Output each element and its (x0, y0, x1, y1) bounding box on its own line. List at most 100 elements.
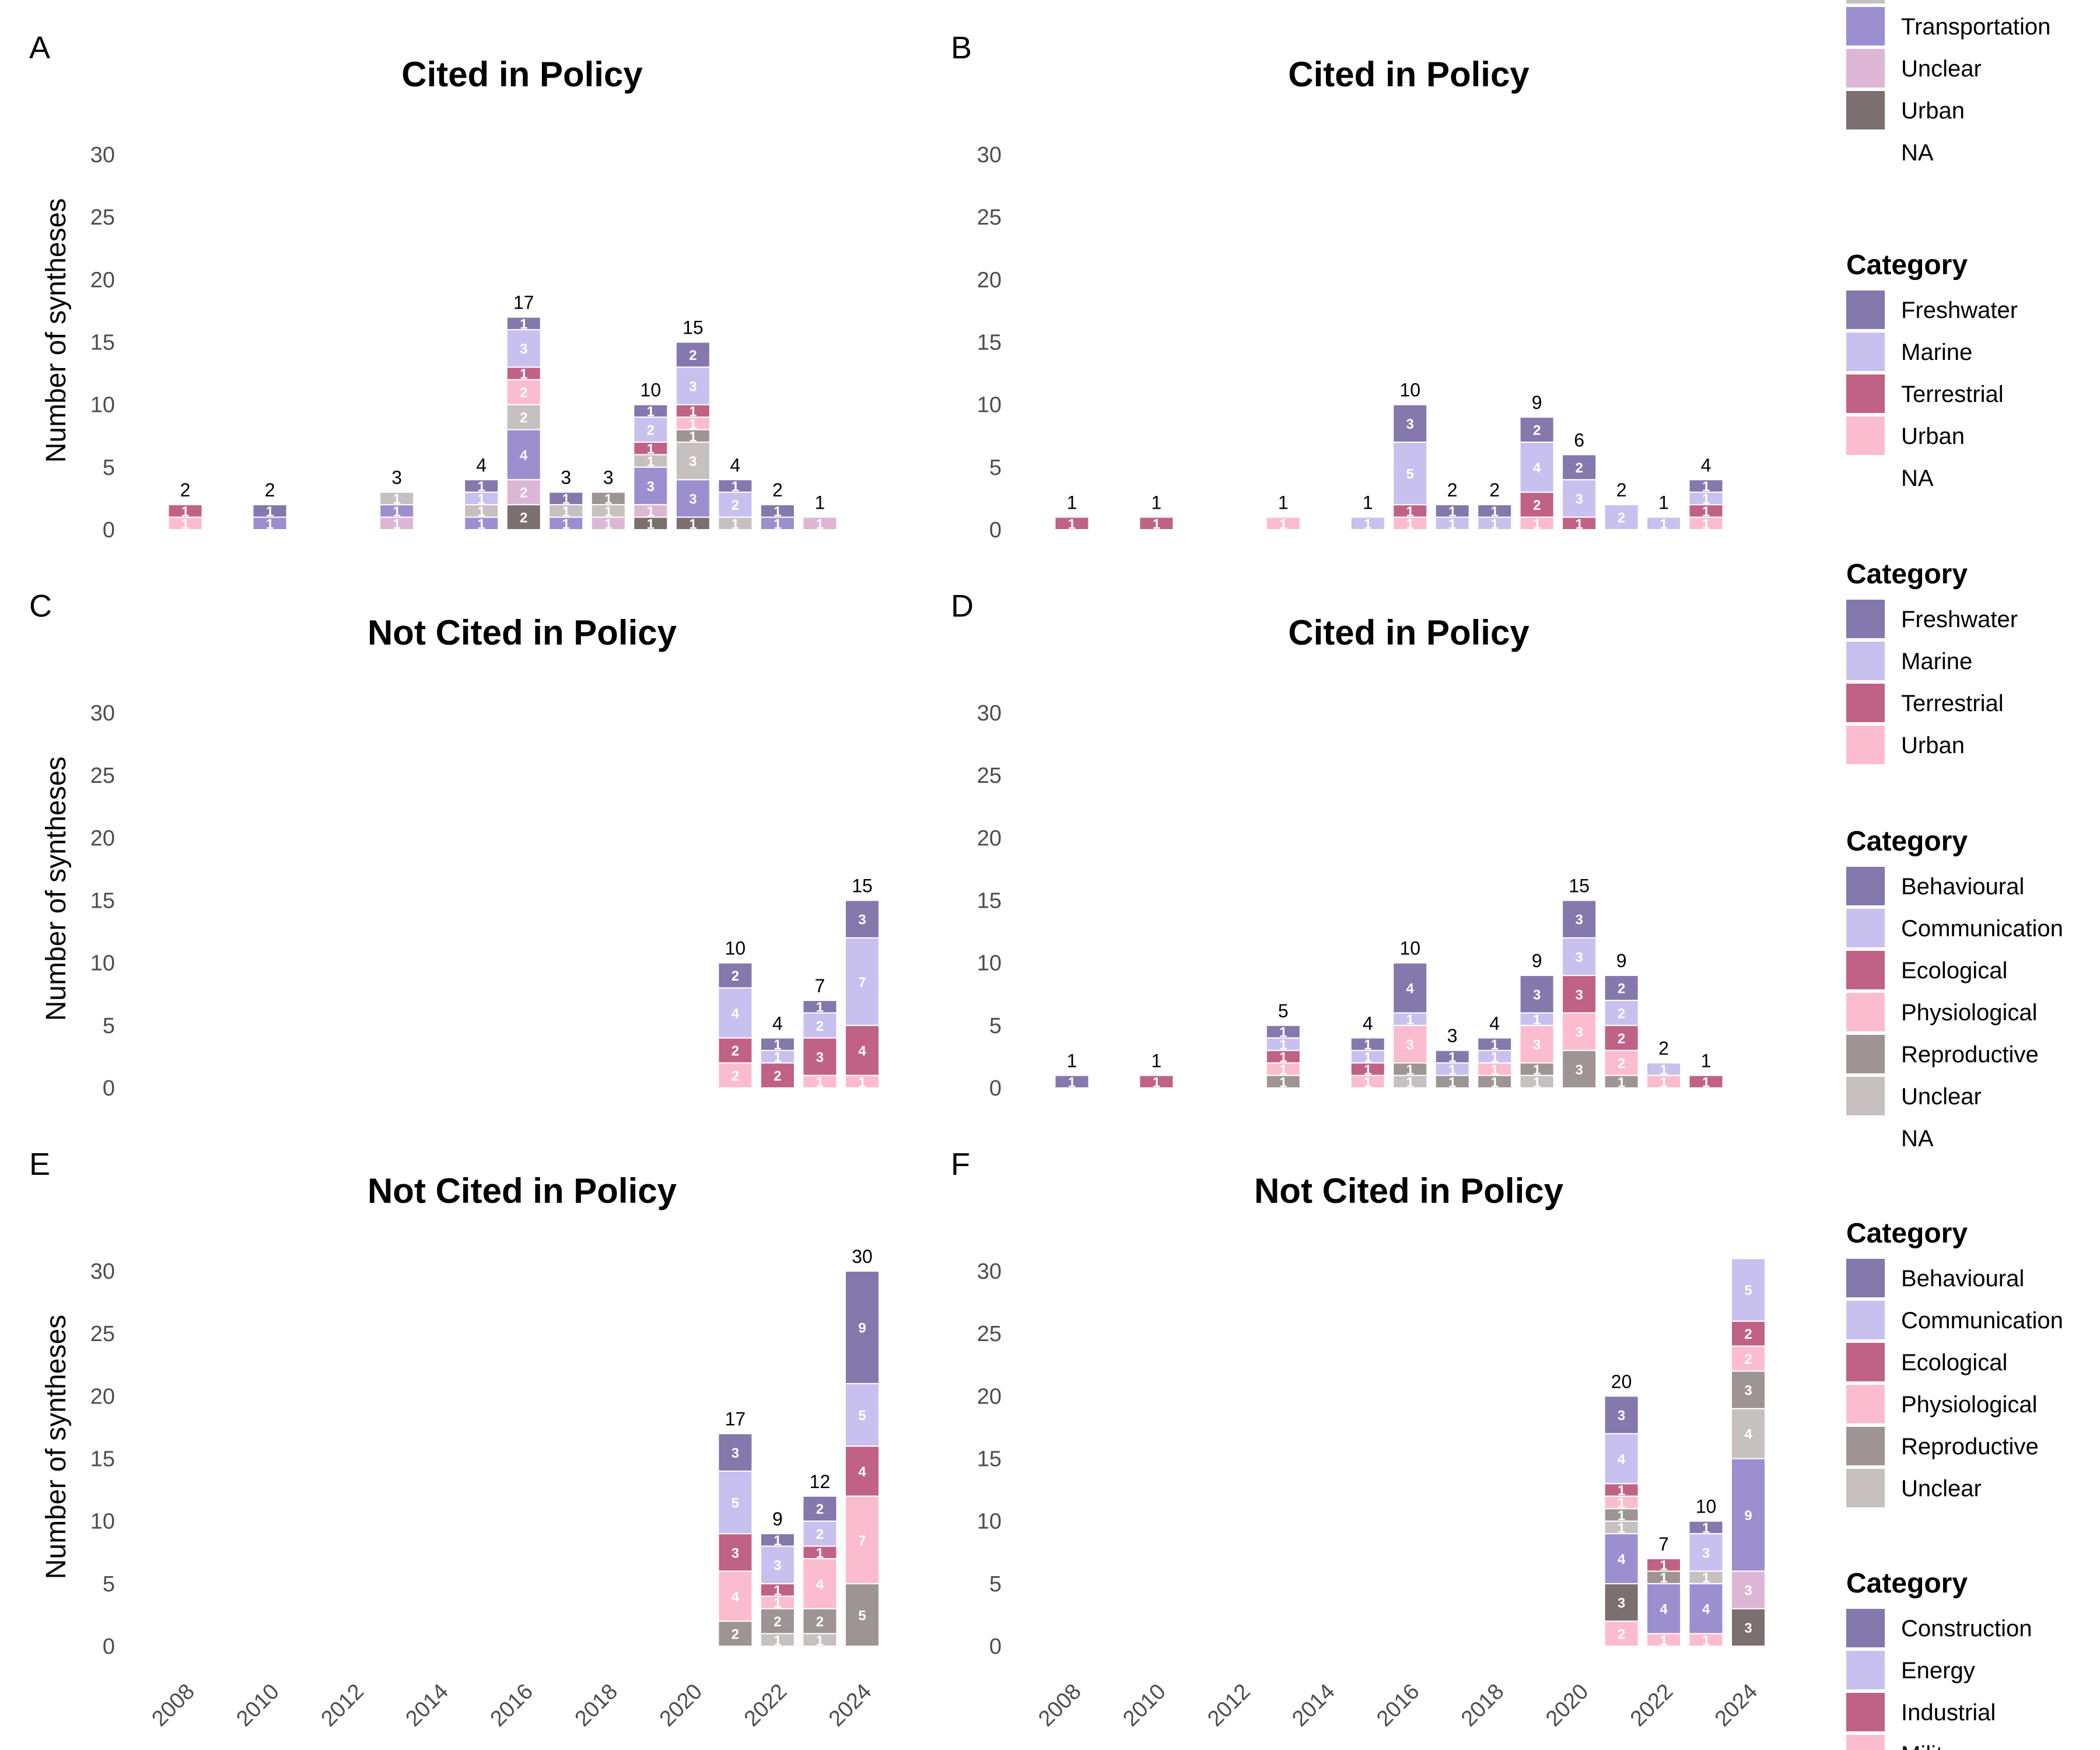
bar-total-label: 1 (1067, 1051, 1077, 1072)
bar-total-label: 10 (1399, 380, 1420, 401)
legend-4: Category Behavioural Communication Ecologic… (1846, 826, 2063, 1157)
x-tick-label: 2024 (1710, 1679, 1762, 1731)
segment-label: 2 (520, 485, 527, 501)
y-tick-label: 15 (90, 889, 115, 914)
segment-label: 1 (520, 366, 527, 382)
bar-segment (845, 1382, 880, 1447)
segment-label: 4 (816, 1577, 824, 1592)
segment-label: 1 (1448, 1062, 1456, 1078)
bar-segment (760, 1037, 795, 1051)
segment-label: 1 (562, 504, 570, 520)
y-tick-label: 0 (989, 518, 1002, 542)
segment-label: 3 (1575, 491, 1583, 507)
bar-total-label: 4 (772, 1013, 783, 1034)
bar-segment (1731, 1458, 1766, 1572)
bar-2015: 11 (1350, 492, 1385, 532)
bar-segment (718, 987, 753, 1039)
legend-item-label: Milit (1901, 1742, 1943, 1750)
segment-label: 3 (1744, 1383, 1752, 1399)
y-tick-label: 10 (90, 1510, 115, 1534)
y-tick-label: 25 (90, 205, 115, 230)
legend-swatch (1846, 49, 1885, 88)
segment-label: 1 (1618, 1508, 1625, 1524)
segment-label: 1 (393, 504, 400, 520)
segment-label: 1 (604, 504, 612, 520)
panel-title: Cited in Policy (401, 55, 643, 94)
y-tick-label: 20 (977, 826, 1002, 850)
bar-2024: 1 4 7 3 15 (845, 876, 880, 1090)
segment-label: 5 (858, 1408, 866, 1423)
legend-item-label: Urban (1901, 424, 1965, 449)
y-tick-label: 15 (977, 1447, 1002, 1472)
bar-total-label: 7 (1658, 1534, 1669, 1555)
legend-swatch (1846, 1469, 1885, 1507)
segment-label: 7 (858, 975, 866, 991)
y-tick-label: 5 (989, 456, 1002, 480)
bar-segment (675, 341, 710, 368)
segment-label: 1 (604, 516, 612, 532)
bar-2021: 2 2 4 2 10 (718, 938, 753, 1088)
segment-label: 1 (604, 491, 612, 507)
segment-label: 3 (1702, 1545, 1710, 1561)
bar-2008: 11 (1054, 1051, 1090, 1090)
bar-segment (1604, 1620, 1639, 1647)
segment-label: 3 (774, 1558, 781, 1574)
legend-title: Category (1846, 250, 1968, 281)
legend-swatch (1846, 290, 1885, 329)
legend-item-label: Reproductive (1901, 1042, 2039, 1068)
y-tick-label: 20 (977, 1384, 1002, 1409)
bar-total-label: 9 (1532, 950, 1542, 971)
legend-item-label: Transportation (1901, 14, 2050, 40)
bar-segment (718, 479, 753, 493)
bar-segment (1350, 1037, 1385, 1051)
legend-item-label: NA (1901, 1126, 1934, 1152)
bar-total-label: 3 (1447, 1026, 1458, 1046)
segment-label: 4 (732, 1006, 740, 1021)
segment-label: 1 (562, 516, 570, 532)
bar-segment (633, 416, 668, 443)
bar-total-label: 7 (815, 975, 825, 996)
legend-item-label: Communication (1901, 916, 2063, 942)
segment-label: 4 (1406, 981, 1415, 997)
segment-label: 1 (774, 1037, 781, 1053)
segment-label: 1 (774, 1595, 781, 1611)
legend-swatch (1846, 0, 1885, 4)
segment-label: 3 (1618, 1408, 1625, 1423)
segment-label: 5 (732, 1496, 739, 1511)
segment-label: 2 (732, 1069, 739, 1084)
segment-label: 1 (1279, 1025, 1287, 1041)
panel-title: Not Cited in Policy (368, 1171, 677, 1210)
legend-swatch (1846, 726, 1885, 764)
bar-segment (506, 479, 541, 506)
y-tick-label: 0 (989, 1076, 1002, 1101)
panel-letter: F (951, 1147, 970, 1182)
bar-segment (675, 441, 710, 481)
bar-2021: 22 (1604, 480, 1639, 531)
y-tick-label: 30 (977, 1259, 1002, 1284)
segment-label: 2 (1618, 1031, 1625, 1046)
x-tick-label: 2022 (1626, 1679, 1678, 1731)
legend-swatch (1846, 1693, 1885, 1731)
legend-swatch (1846, 7, 1885, 46)
y-tick-label: 30 (977, 701, 1002, 726)
segment-label: 1 (1364, 1049, 1371, 1065)
legend-swatch (1846, 1651, 1885, 1689)
bar-total-label: 3 (603, 467, 614, 488)
segment-label: 1 (1490, 1049, 1498, 1065)
legend-title: Category (1846, 826, 1968, 857)
segment-label: 3 (520, 341, 527, 357)
bar-segment (1350, 516, 1385, 530)
segment-label: 1 (816, 1000, 824, 1016)
legend-3: Category Freshwater Marine Terrestrial Urban (1846, 559, 2018, 764)
panel-title: Not Cited in Policy (368, 613, 677, 652)
x-tick-label: 2018 (1457, 1679, 1508, 1731)
segment-label: 2 (816, 1019, 824, 1034)
bar-total-label: 20 (1611, 1371, 1632, 1392)
segment-label: 1 (1702, 504, 1710, 520)
bar-segment (718, 962, 753, 989)
bar-segment (675, 366, 710, 405)
bar-segment (718, 1470, 753, 1535)
